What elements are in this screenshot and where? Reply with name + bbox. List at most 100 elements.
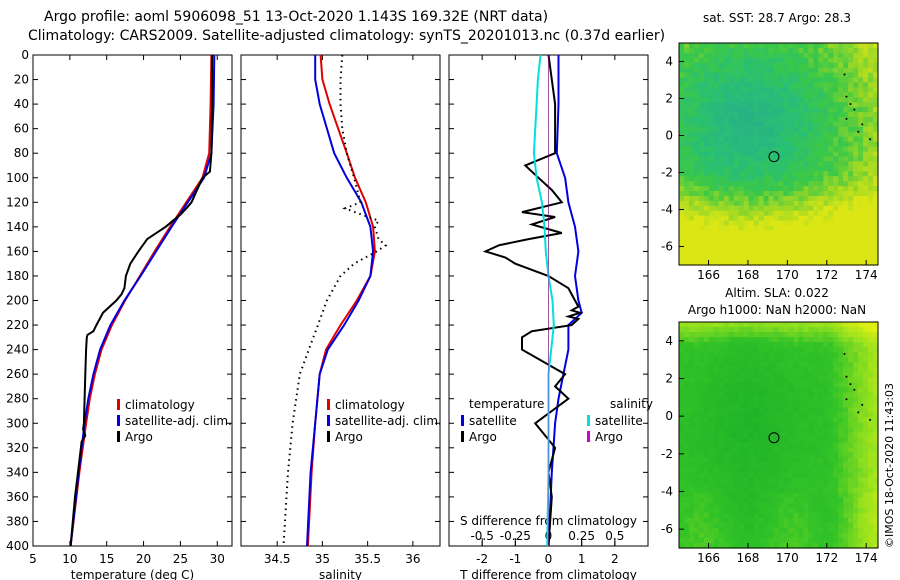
map-cell <box>798 210 804 217</box>
map-cell <box>713 146 720 153</box>
map-cell <box>768 327 775 333</box>
map-cell <box>838 527 844 534</box>
map-cell <box>728 522 735 529</box>
map-cell <box>808 372 814 378</box>
map-cell <box>708 52 715 59</box>
map-cell <box>863 92 869 98</box>
map-cell <box>793 382 799 388</box>
map-cell <box>718 437 725 444</box>
map-cell <box>873 47 879 54</box>
map-cell <box>753 537 760 544</box>
map-cell <box>853 225 859 232</box>
map-cell <box>703 462 710 469</box>
map-cell <box>863 357 869 363</box>
map-cell <box>738 397 745 403</box>
map-cell <box>808 176 814 182</box>
map-cell <box>843 427 849 434</box>
map-cell <box>793 502 799 509</box>
map-cell <box>823 432 829 439</box>
map-cell <box>833 161 839 167</box>
map-cell <box>788 532 795 539</box>
map-cell <box>723 412 730 419</box>
map-cell <box>833 357 839 363</box>
map-cell <box>803 230 809 236</box>
map-cell <box>763 367 770 373</box>
map-cell <box>753 472 760 479</box>
map-cell <box>718 422 725 429</box>
map-cell <box>798 52 804 59</box>
map-cell <box>808 225 814 232</box>
map-cell <box>773 210 780 217</box>
map-cell <box>788 43 795 49</box>
map-cell <box>863 240 869 246</box>
map-cell <box>798 215 804 222</box>
map-cell <box>868 437 874 444</box>
map-cell <box>828 141 834 148</box>
map-cell <box>788 327 795 333</box>
map-cell <box>863 427 869 434</box>
map-cell <box>738 492 745 499</box>
map-cell <box>748 517 755 524</box>
map-cell <box>828 392 834 398</box>
map-cell <box>793 92 799 98</box>
map-cell <box>728 352 735 358</box>
map-cell <box>843 367 849 373</box>
map-cell <box>798 502 804 509</box>
map-cell <box>853 447 859 454</box>
map-cell <box>733 417 740 424</box>
map-cell <box>693 43 700 49</box>
map-cell <box>723 357 730 363</box>
map-cell <box>808 337 814 343</box>
map-cell <box>873 357 879 363</box>
map-cell <box>833 472 839 479</box>
map-cell <box>758 230 765 236</box>
map-cell <box>718 186 725 192</box>
map-cell <box>733 447 740 454</box>
map-cell <box>708 136 715 143</box>
map-cell <box>698 121 705 128</box>
map-cell <box>713 171 720 177</box>
map-cell <box>788 467 795 474</box>
map-cell <box>683 517 690 524</box>
map-cell <box>788 200 795 207</box>
map-cell <box>753 467 760 474</box>
map-cell <box>688 126 695 133</box>
map-cell <box>838 52 844 59</box>
map-cell <box>733 62 740 69</box>
map-cell <box>763 240 770 246</box>
map-cell <box>733 367 740 373</box>
map-cell <box>723 97 730 103</box>
map-cell <box>848 195 854 202</box>
map-cell <box>733 195 740 202</box>
map-cell <box>813 240 819 246</box>
map-cell <box>788 322 795 328</box>
map-cell <box>788 417 795 424</box>
map-cell <box>768 191 775 197</box>
map-cell <box>843 362 849 368</box>
map-cell <box>738 447 745 454</box>
map-cell <box>718 52 725 59</box>
map-cell <box>798 131 804 138</box>
map-cell <box>693 362 700 368</box>
map-cell <box>838 502 844 509</box>
map-cell <box>768 131 775 138</box>
map-cell <box>848 517 854 524</box>
map-cell <box>773 367 780 373</box>
map-cell <box>803 362 809 368</box>
map-cell <box>783 210 790 217</box>
map-cell <box>768 517 775 524</box>
map-cell <box>788 191 795 197</box>
map-cell <box>753 347 760 353</box>
map-cell <box>703 151 710 158</box>
map-cell <box>748 191 755 197</box>
map-cell <box>838 442 844 449</box>
map-cell <box>679 457 685 464</box>
map-cell <box>823 407 829 413</box>
map-cell <box>823 43 829 49</box>
map-cell <box>828 507 834 514</box>
map-cell <box>823 517 829 524</box>
map-cell <box>753 176 760 182</box>
map-cell <box>818 215 824 222</box>
map-cell <box>718 195 725 202</box>
map-cell <box>833 372 839 378</box>
